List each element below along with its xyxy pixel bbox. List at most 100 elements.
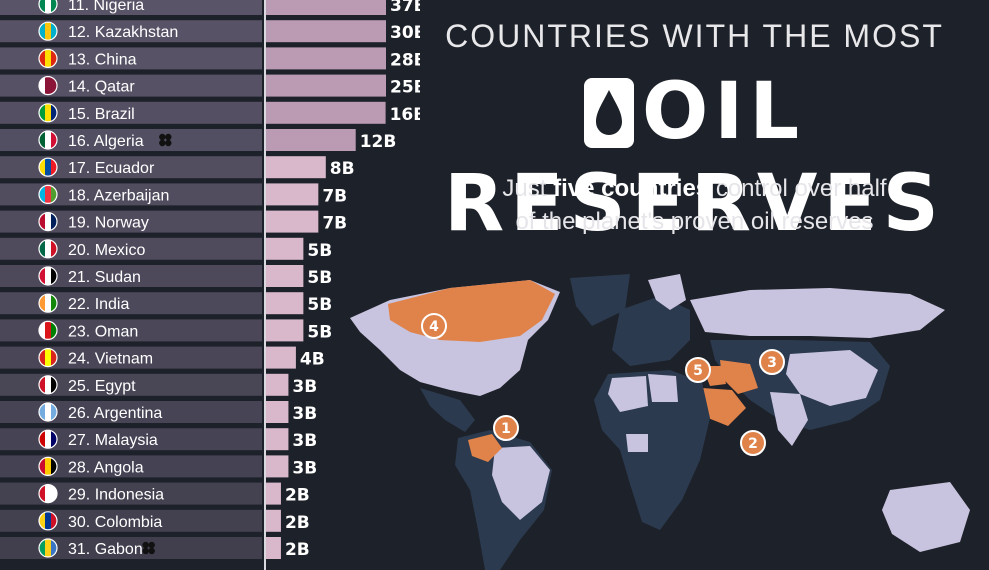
opec-icon [142,541,155,555]
bar [266,101,386,124]
map-algeria [608,376,648,412]
map-nigeria [626,434,648,452]
value-label: 5B [307,241,332,261]
bar-row: 21. Sudan 5B [0,265,332,288]
bar-row: 14. Qatar 25B [0,74,420,98]
bar-row: 19. Norway 7B [0,210,347,234]
label-panel [0,47,262,70]
label-panel [0,482,262,505]
map-markers: 1 2 3 4 5 [421,313,785,456]
flag-ring [38,320,58,340]
map-australia [882,482,970,552]
category-label: 31. Gabon [68,541,143,558]
value-label: 12B [360,132,397,152]
bar-rows: 11. Nigeria 37B 12. Kazakhstan 30B 13. China… [0,0,420,570]
label-panel [0,428,262,451]
opec-icon [159,133,172,147]
category-label: 12. Kazakhstan [68,24,178,41]
bar [266,346,296,369]
label-panel [0,20,262,43]
flag-ring [38,511,58,531]
flag-ring [38,184,58,204]
label-panel [0,129,262,151]
bar-row: 13. China 28B [0,47,420,70]
map-marker-4: 4 [421,313,447,339]
bar-row: 17. Ecuador 8B [0,156,355,179]
flag-icon [39,0,57,13]
value-label: 3B [292,404,317,424]
bar-row: 25. Egypt 3B [0,373,317,397]
flag-icon [39,158,57,177]
label-panel [0,237,262,260]
label-panel [0,292,262,315]
flag-icon [39,294,57,313]
map-marker-label: 5 [693,363,703,379]
bar [266,401,289,423]
flag-icon [39,430,57,449]
label-panel [0,183,262,206]
flag-ring [38,538,58,558]
bar-row: 31. Gabon 2B [0,537,310,560]
flag-icon [39,267,57,285]
map-russia [690,288,945,338]
category-label: 18. Azerbaijan [68,187,169,204]
category-label: 30. Colombia [68,514,162,531]
value-label: 30B [390,23,420,43]
value-label: 37B [390,0,420,16]
flag-ring [38,212,58,232]
bar [266,74,386,97]
map-marker-5: 5 [685,357,711,383]
flag-icon [39,239,57,258]
bar [266,428,289,451]
map-china [786,350,878,406]
oil-drop-icon [583,76,634,148]
label-panel [0,319,262,342]
bar [266,0,386,15]
category-label: 16. Algeria [68,133,144,150]
bar-row: 11. Nigeria 37B [0,0,420,16]
map-libya [648,374,678,402]
flag-icon [39,22,57,41]
value-label: 16B [390,105,420,125]
flag-ring [38,130,58,150]
map-scandinavia [648,274,686,310]
bar [266,455,289,478]
flag-ring [38,456,58,476]
category-label: 28. Angola [68,459,144,476]
subtitle: Just five countries control over half of… [400,172,989,238]
value-label: 7B [322,186,347,206]
flag-ring [38,0,58,14]
category-label: 25. Egypt [68,378,136,395]
bar-chart: 11. Nigeria 37B 12. Kazakhstan 30B 13. China… [0,0,420,570]
bar [266,319,304,342]
bar [266,183,319,206]
bar [266,373,289,396]
world-map: 1 2 3 4 5 [350,274,970,570]
bar-row: 26. Argentina 3B [0,401,317,424]
flag-icon [39,49,57,68]
flag-ring [38,484,58,504]
flag-icon [39,131,57,149]
category-label: 21. Sudan [68,269,141,286]
flag-ring [38,375,58,395]
label-panel [0,101,262,124]
category-label: 17. Ecuador [68,160,155,177]
label-panel [0,509,262,532]
map-venezuela [468,434,502,462]
bar [266,537,281,559]
flag-ring [38,293,58,313]
label-panel [0,373,262,396]
bar [266,129,356,151]
map-saudi-arabia [698,388,746,426]
subtitle-pre: Just [502,175,554,202]
flag-icon [39,457,57,476]
bar-row: 30. Colombia 2B [0,509,310,533]
bar [266,292,304,315]
category-label: 24. Vietnam [68,351,153,368]
label-panel [0,156,262,179]
flag-icon [39,484,57,503]
bar-row: 29. Indonesia 2B [0,482,310,506]
value-label: 5B [307,268,332,288]
flag-ring [38,75,58,96]
category-label: 11. Nigeria [68,0,144,14]
